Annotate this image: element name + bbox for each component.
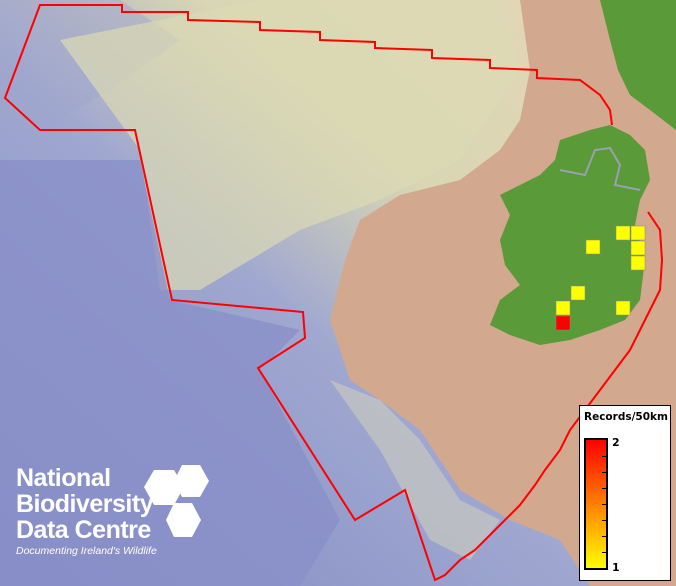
record-cell[interactable] xyxy=(615,225,631,241)
record-cell[interactable] xyxy=(630,240,646,256)
legend-max-label: 2 xyxy=(612,436,620,449)
ni-border xyxy=(559,146,641,191)
logo-line1: National xyxy=(16,464,111,492)
legend-title: Records/50km xyxy=(584,411,668,423)
record-cell[interactable] xyxy=(630,255,646,271)
shelf-slope xyxy=(330,380,500,560)
boundary-line xyxy=(3,4,664,582)
record-cell[interactable] xyxy=(570,285,586,301)
logo-tagline: Documenting Ireland's Wildlife xyxy=(16,545,157,557)
logo-line2: Biodiversity xyxy=(16,490,154,518)
record-cell[interactable] xyxy=(585,239,601,255)
ireland xyxy=(490,125,650,345)
record-cell[interactable] xyxy=(555,315,571,331)
record-cells xyxy=(555,225,646,331)
scotland xyxy=(600,0,676,130)
abyssal-plain xyxy=(0,160,340,586)
record-cell[interactable] xyxy=(555,300,571,316)
legend: Records/50km 2 1 xyxy=(579,405,671,581)
legend-min-label: 1 xyxy=(612,561,620,574)
logo-line3: Data Centre xyxy=(16,516,151,544)
logo-hexagons-icon xyxy=(144,465,209,537)
record-cell[interactable] xyxy=(615,300,631,316)
record-cell[interactable] xyxy=(630,225,646,241)
nbdc-logo: National Biodiversity Data Centre Docume… xyxy=(16,464,209,557)
continental-shelf xyxy=(60,0,520,290)
color-ramp xyxy=(584,438,608,570)
